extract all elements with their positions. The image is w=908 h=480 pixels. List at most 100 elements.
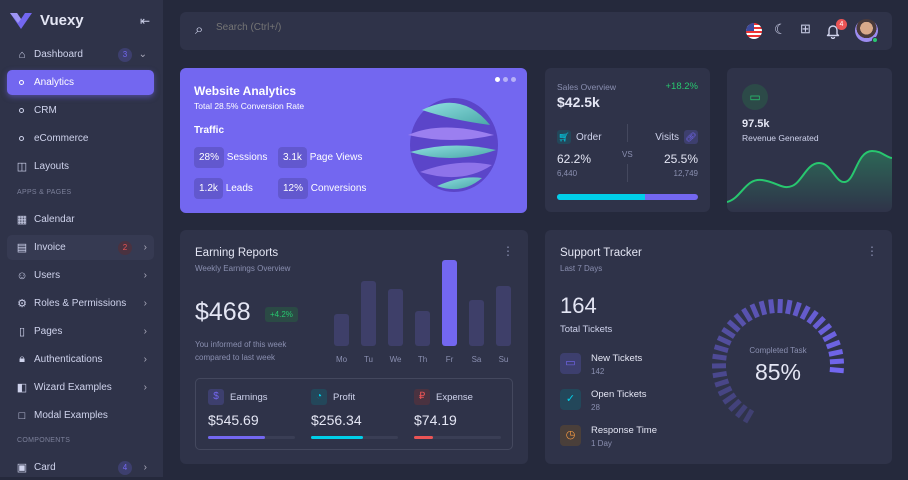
- order-percent: 62.2%: [557, 152, 591, 166]
- gauge-segment: [743, 309, 750, 321]
- sidebar-item-authentications[interactable]: 🔒︎Authentications›: [7, 347, 154, 372]
- card-title: Earning Reports: [195, 247, 278, 259]
- calendar-icon: ▦: [16, 213, 28, 226]
- metric-label: Earnings: [230, 392, 268, 403]
- gauge-segment: [724, 395, 736, 403]
- sidebar-item-calendar[interactable]: ▦ Calendar: [7, 207, 154, 232]
- label: Layouts: [34, 161, 69, 172]
- gauge-segment: [735, 315, 744, 326]
- gauge-segment: [829, 351, 843, 354]
- metric-expense: ₽Expense: [414, 389, 473, 405]
- sidebar-item-roles-permissions[interactable]: ⚙Roles & Permissions›: [7, 291, 154, 316]
- bar-tu: [361, 281, 376, 346]
- label: CRM: [34, 105, 57, 116]
- earning-value: $468: [195, 298, 251, 327]
- support-item-value: 142: [591, 367, 604, 376]
- circle-icon: [19, 80, 24, 85]
- support-item-value: 28: [591, 403, 600, 412]
- app-name: Vuexy: [40, 12, 84, 29]
- logo[interactable]: Vuexy: [10, 12, 84, 29]
- link-icon: 🔗︎: [684, 130, 698, 144]
- label: Authentications: [34, 354, 102, 365]
- gauge-segment: [780, 299, 781, 313]
- stat-value: 3.1k: [278, 147, 307, 168]
- card-title: Support Tracker: [560, 247, 642, 259]
- more-vertical-icon[interactable]: ⋮: [866, 244, 878, 258]
- day-label: Th: [412, 355, 433, 364]
- gauge-segment: [830, 361, 844, 362]
- stat-value: 28%: [194, 147, 224, 168]
- label: eCommerce: [34, 133, 88, 144]
- gauge-segment: [761, 301, 765, 315]
- sidebar-item-modal-examples[interactable]: □Modal Examples: [7, 403, 154, 428]
- stat-label: Page Views: [310, 152, 363, 163]
- gauge-segment: [787, 300, 790, 314]
- label: Card: [34, 462, 56, 473]
- card-title: Website Analytics: [194, 84, 296, 98]
- moon-icon[interactable]: ☾: [774, 21, 787, 38]
- bar-th: [415, 311, 430, 346]
- metric-progress: [414, 436, 501, 439]
- label: Analytics: [34, 77, 74, 88]
- note: compared to last week: [195, 353, 275, 362]
- ticket-icon: ▭: [560, 353, 581, 374]
- pie-chart-icon: ◔: [311, 389, 327, 405]
- metric-label: Profit: [333, 392, 355, 403]
- revenue-card: ▭ 97.5k Revenue Generated: [727, 68, 892, 212]
- section-header: APPS & PAGES: [17, 189, 71, 196]
- gauge-segment: [802, 306, 808, 318]
- metric-value: $545.69: [208, 412, 259, 428]
- more-vertical-icon[interactable]: ⋮: [502, 244, 514, 258]
- badge: 4: [118, 461, 132, 475]
- card-subtitle: Last 7 Days: [560, 264, 602, 273]
- top-navbar: ⌕ ☾ ⊞ 4: [180, 12, 892, 50]
- sidebar-item-pages[interactable]: ▯Pages›: [7, 319, 154, 344]
- metric-progress: [208, 436, 295, 439]
- sidebar-item-analytics[interactable]: Analytics: [7, 70, 154, 95]
- gauge-segment: [824, 333, 836, 340]
- order-visits-progress: [557, 194, 698, 200]
- collapse-menu-icon[interactable]: ⇤: [140, 14, 150, 28]
- clock-icon: ◷: [560, 425, 581, 446]
- card-subtitle: Weekly Earnings Overview: [195, 264, 290, 273]
- cart-icon: 🛒︎: [557, 130, 571, 144]
- card-title: Sales Overview: [557, 82, 616, 92]
- gauge-segment: [723, 329, 735, 337]
- bar-sa: [469, 300, 484, 346]
- sidebar-item-layouts[interactable]: ◫ Layouts: [7, 154, 154, 179]
- traffic-heading: Traffic: [194, 125, 224, 136]
- carousel-indicators[interactable]: [495, 77, 516, 82]
- circle-icon: [19, 108, 24, 113]
- sidebar-item-users[interactable]: ☺Users›: [7, 263, 154, 288]
- revenue-sparkline: [727, 148, 892, 212]
- sidebar-item-ecommerce[interactable]: eCommerce: [7, 126, 154, 151]
- circle-icon: [19, 136, 24, 141]
- search-input[interactable]: [216, 22, 516, 33]
- total-tickets-label: Total Tickets: [560, 324, 612, 335]
- shortcuts-grid-icon[interactable]: ⊞: [800, 21, 811, 37]
- stat-page-views: 3.1k Page Views: [278, 147, 398, 168]
- support-item-label: New Tickets: [591, 353, 642, 364]
- wizard-icon: ◧: [16, 381, 28, 394]
- sidebar-item-wizard-examples[interactable]: ◧Wizard Examples›: [7, 375, 154, 400]
- visits-label: Visits: [655, 132, 679, 143]
- layout-icon: ◫: [16, 160, 28, 173]
- label: Wizard Examples: [34, 382, 112, 393]
- chevron-right-icon: ›: [144, 354, 147, 365]
- label: Calendar: [34, 214, 75, 225]
- visits-percent: 25.5%: [664, 152, 698, 166]
- chevron-right-icon: ›: [144, 270, 147, 281]
- search-icon[interactable]: ⌕: [195, 21, 203, 38]
- stat-sessions: 28% Sessions: [194, 147, 278, 168]
- sidebar-item-crm[interactable]: CRM: [7, 98, 154, 123]
- gauge-segment: [752, 304, 758, 317]
- order-count: 6,440: [557, 169, 577, 178]
- us-flag-icon[interactable]: [746, 23, 762, 39]
- gauge-segment: [713, 373, 727, 375]
- chevron-right-icon: ›: [144, 326, 147, 337]
- metric-profit: ◔ Profit: [311, 389, 355, 405]
